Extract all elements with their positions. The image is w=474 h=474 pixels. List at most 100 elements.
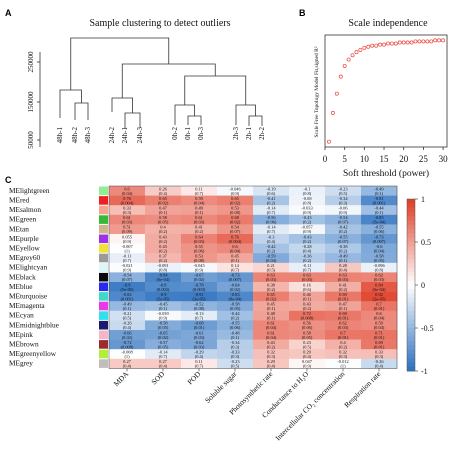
heatmap-cell-pvalue: (0.9): [159, 316, 168, 321]
heatmap-cell-pvalue: (1): [124, 248, 130, 253]
heatmap-module-swatches: [99, 186, 108, 368]
heatmap-cell-value: 0.21: [267, 263, 275, 268]
dendrogram-leaf-label: 0h-3: [197, 127, 205, 140]
heatmap-cell: [181, 234, 218, 244]
heatmap-cell: [289, 186, 326, 196]
heatmap-cell-pvalue: (0.3): [123, 210, 132, 215]
colorbar-segment: [407, 203, 415, 208]
heatmap-cell: [109, 349, 146, 360]
heatmap-cell: [181, 243, 218, 254]
heatmap-cell-pvalue: (0.8): [375, 268, 384, 273]
scatter-x-tick-label: 10: [360, 154, 370, 164]
dendrogram-leaf-label: 48h-1: [56, 127, 64, 144]
heatmap-cell-pvalue: (0.7): [123, 258, 132, 263]
heatmap-cell: [253, 224, 290, 235]
heatmap-cell: [361, 320, 398, 331]
heatmap-cell-value: 0.76: [231, 234, 239, 239]
heatmap-row-label: MEcyan: [9, 311, 34, 320]
colorbar-segment: [407, 302, 415, 307]
module-color-swatch: [99, 282, 108, 292]
dendrogram-leaf-label: 0h-1: [184, 127, 192, 140]
heatmap-cell-value: -0.26: [374, 359, 384, 364]
heatmap-cell: [181, 214, 218, 225]
heatmap-cell-value: -0.3: [268, 234, 276, 239]
heatmap-cell: [325, 234, 362, 244]
heatmap-cell-pvalue: (0.04): [266, 325, 277, 330]
heatmap-cell: [217, 349, 254, 360]
heatmap-cell: [289, 330, 326, 340]
heatmap-cell-value: -0.33: [230, 350, 240, 355]
heatmap-cell-pvalue: (0.04): [194, 200, 205, 205]
heatmap-cell-value: 0.92: [375, 292, 383, 297]
scatter-point: [413, 39, 418, 44]
heatmap-cell: [145, 195, 182, 206]
colorbar-segment: [407, 233, 415, 239]
colorbar-segment: [407, 211, 415, 217]
heatmap-row-label: MEblue: [9, 282, 33, 291]
colorbar-segment: [407, 280, 415, 286]
heatmap-cell: [325, 320, 362, 331]
heatmap-cell-value: 0.72: [303, 311, 311, 316]
heatmap-cell: [217, 272, 254, 283]
heatmap-cell-pvalue: (0.7): [195, 191, 204, 196]
heatmap-cell: [325, 330, 362, 340]
heatmap-cell-pvalue: (0.7): [159, 354, 168, 359]
heatmap-cell-pvalue: (0.02): [230, 287, 241, 292]
colorbar-segment: [407, 237, 415, 243]
dendrogram-branch: [174, 104, 195, 125]
heatmap-cell-pvalue: (0.02): [266, 296, 277, 301]
scatter-point: [330, 110, 335, 115]
heatmap-cell: [253, 243, 290, 254]
heatmap-cell-pvalue: (0.03): [194, 239, 205, 244]
scatter-x-tick-label: 15: [380, 154, 390, 164]
scatter-point: [370, 43, 375, 48]
dendrogram-leaf-label: 2h-3: [232, 127, 240, 140]
heatmap-cell-value: 0.46: [303, 292, 311, 297]
heatmap-cell: [217, 320, 254, 331]
scatter-point: [366, 44, 371, 49]
heatmap-cell-pvalue: (0.06): [374, 229, 385, 234]
heatmap-cell: [253, 186, 290, 196]
heatmap-cell-value: 0.6: [232, 244, 238, 249]
scatter-point: [350, 53, 355, 58]
heatmap-cell-pvalue: (0.01): [194, 325, 205, 330]
heatmap-cell: [361, 358, 398, 369]
heatmap-panel: MElightgreenMEredMEsalmonMEgreenMEtanMEp…: [9, 185, 434, 442]
colorbar-segment: [407, 353, 415, 359]
heatmap-cell-value: -0.007: [121, 244, 133, 249]
scatter-point: [362, 45, 367, 50]
heatmap-cell-pvalue: (0.1): [339, 306, 348, 311]
heatmap-cell-pvalue: (0.7): [267, 229, 276, 234]
module-color-swatch: [99, 349, 108, 359]
heatmap-cell: [289, 234, 326, 244]
heatmap-cell-value: -0.41: [266, 196, 275, 201]
heatmap-cell-pvalue: (0.7): [231, 268, 240, 273]
dendrogram-y-tick-label: 250000: [27, 51, 35, 73]
heatmap-cell-value: 0.84: [375, 282, 383, 287]
heatmap-cell-value: -0.55: [230, 321, 240, 326]
heatmap-cell: [361, 330, 398, 340]
heatmap-cell-pvalue: (0.08): [194, 258, 205, 263]
heatmap-cell: [253, 339, 290, 350]
heatmap-cell-pvalue: (0.03): [374, 277, 385, 282]
heatmap-cell: [217, 214, 254, 225]
heatmap-cell-value: 0.69: [375, 340, 383, 345]
heatmap-cell-value: -0.54: [338, 215, 348, 220]
heatmap-row-label: MEgrey: [9, 359, 33, 368]
heatmap-row-labels: MElightgreenMEredMEsalmonMEgreenMEtanMEp…: [9, 186, 59, 368]
heatmap-cell: [289, 195, 326, 206]
dendrogram-leaf-labels: 48h-1 48h-2 48h-3 24h-2 24h-1 24h-3 0h-2 0h-1 0h…: [56, 127, 266, 144]
dendrogram-leaf-label: 24h-1: [121, 127, 129, 144]
heatmap-row-label: MEmidnightblue: [9, 320, 59, 329]
heatmap-cell-pvalue: (0.5): [303, 344, 312, 349]
heatmap-cell-pvalue: (0.01): [374, 335, 385, 340]
dendrogram-leaf-label: 24h-3: [136, 127, 144, 144]
heatmap-cell: [361, 262, 398, 273]
heatmap-cell-pvalue: (0.4): [195, 354, 204, 359]
heatmap-cell: [289, 349, 326, 360]
scatter-point: [401, 40, 406, 45]
heatmap-cell-value: -0.033: [301, 206, 313, 211]
heatmap-cell: [217, 358, 254, 369]
heatmap-cell-pvalue: (0.2): [195, 229, 204, 234]
scatter-point: [346, 57, 351, 62]
